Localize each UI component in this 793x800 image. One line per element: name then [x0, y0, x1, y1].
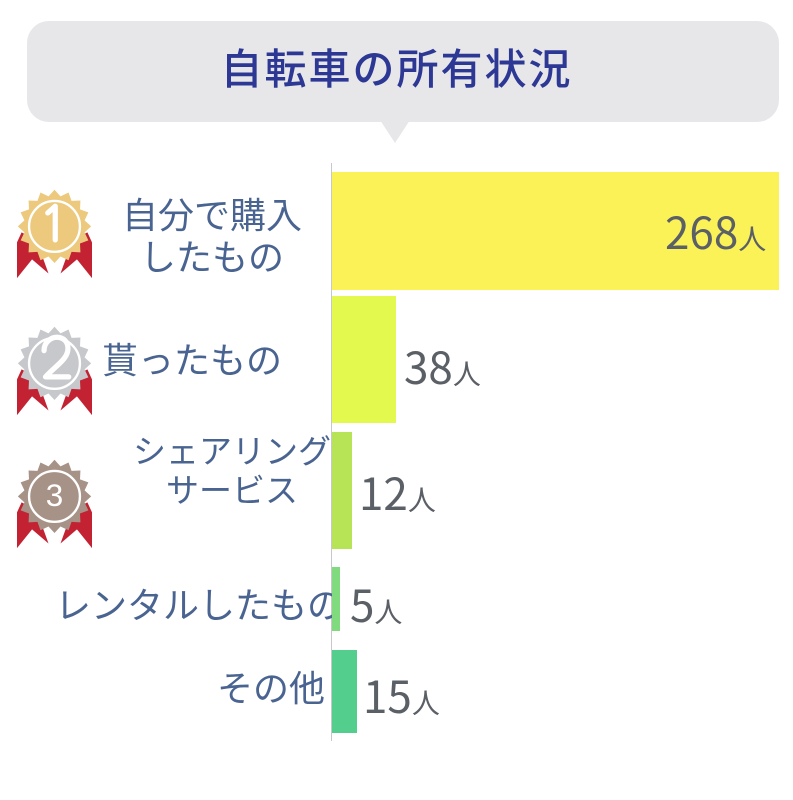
svg-text:3: 3	[46, 478, 63, 513]
